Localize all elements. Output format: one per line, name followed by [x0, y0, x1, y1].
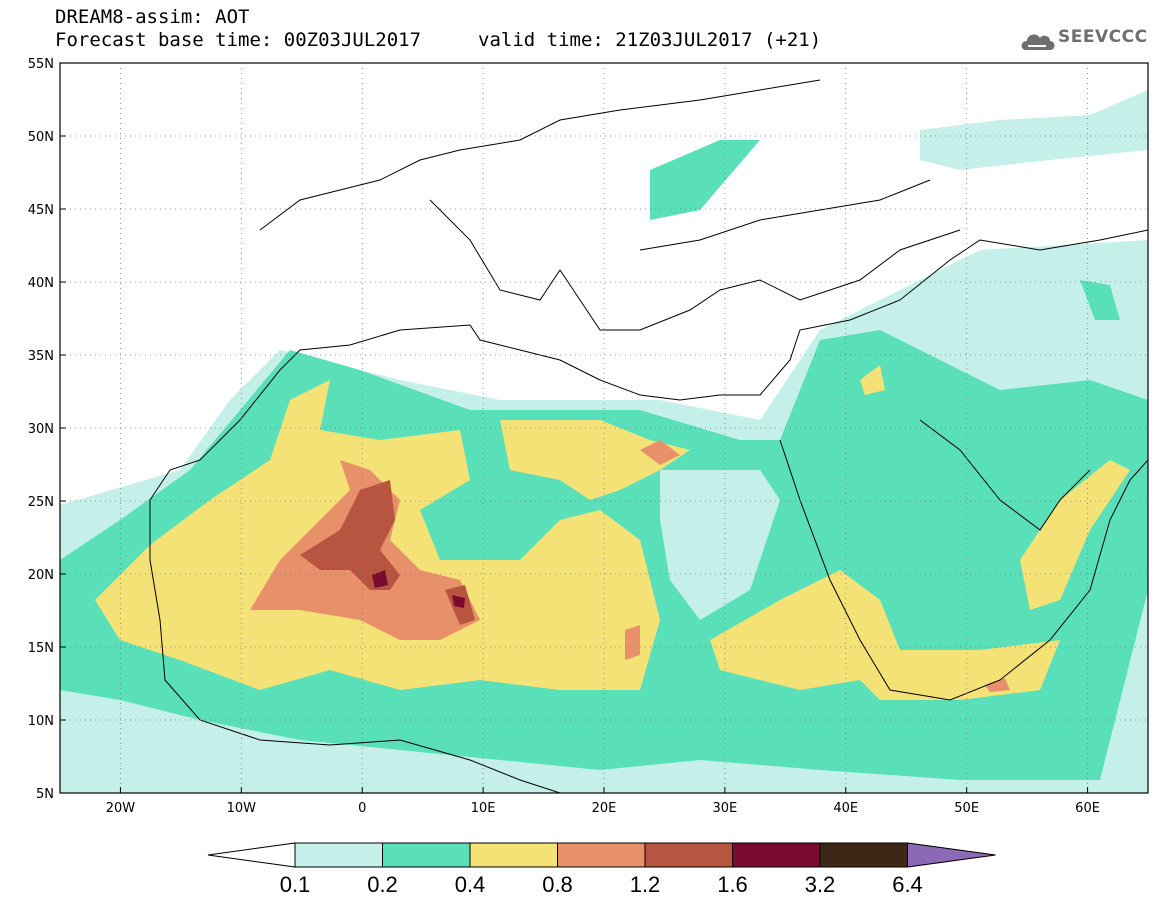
colorbar-level-label: 0.8	[542, 872, 573, 897]
lat-label: 40N	[28, 276, 54, 291]
colorbar-level-label: 1.6	[717, 872, 748, 897]
colorbar-segment	[819, 842, 908, 868]
colorbar-segment	[644, 842, 733, 868]
lat-label: 10N	[28, 714, 54, 729]
colorbar-segment	[294, 842, 383, 868]
valid-time: valid time: 21Z03JUL2017 (+21)	[478, 29, 822, 51]
lon-label: 60E	[1075, 801, 1100, 816]
lat-label: 45N	[28, 203, 54, 218]
lon-label: 40E	[833, 801, 858, 816]
colorbar-over-triangle	[907, 842, 996, 868]
colorbar	[207, 842, 996, 868]
lon-label: 20E	[592, 801, 617, 816]
lat-label: 20N	[28, 568, 54, 583]
colorbar-under-triangle	[207, 842, 296, 868]
lon-label: 50E	[954, 801, 979, 816]
cloud-logo-icon	[1021, 34, 1055, 50]
forecast-base-time: Forecast base time: 00Z03JUL2017	[55, 29, 422, 51]
colorbar-segment	[732, 842, 821, 868]
aot-contour-1.2	[300, 480, 400, 590]
lat-label: 35N	[28, 349, 54, 364]
lat-label: 55N	[28, 57, 54, 72]
aot-contour-1.6	[372, 570, 388, 588]
coastlines	[149, 79, 1148, 793]
logo-text: SEEVCCC	[1058, 27, 1148, 47]
colorbar-segment	[469, 842, 558, 868]
longitude-labels: 20W 10W 0 10E 20E 30E 40E 50E 60E	[106, 787, 1100, 816]
colorbar-level-label: 1.2	[629, 872, 661, 897]
lon-label: 30E	[713, 801, 738, 816]
colorbar-level-label: 6.4	[892, 872, 923, 897]
colorbar-level-label: 0.1	[279, 872, 311, 897]
lat-label: 5N	[36, 787, 54, 802]
latitude-labels: 55N 50N 45N 40N 35N 30N 25N 20N 15N 10N 5N	[28, 57, 66, 802]
colorbar-segment	[557, 842, 646, 868]
lat-label: 25N	[28, 495, 54, 510]
lat-label: 15N	[28, 641, 54, 656]
colorbar-segment	[382, 842, 471, 868]
colorbar-level-label: 3.2	[804, 872, 836, 897]
lat-label: 30N	[28, 422, 54, 437]
map-title: DREAM8-assim: AOT	[55, 6, 250, 28]
colorbar-level-label: 0.2	[367, 872, 398, 897]
lon-label: 20W	[106, 801, 136, 816]
colorbar-level-label: 0.4	[454, 872, 486, 897]
lon-label: 10W	[227, 801, 257, 816]
lon-label: 0	[358, 801, 366, 816]
lon-label: 10E	[471, 801, 496, 816]
lat-label: 50N	[28, 130, 54, 145]
graticule	[60, 63, 1148, 793]
